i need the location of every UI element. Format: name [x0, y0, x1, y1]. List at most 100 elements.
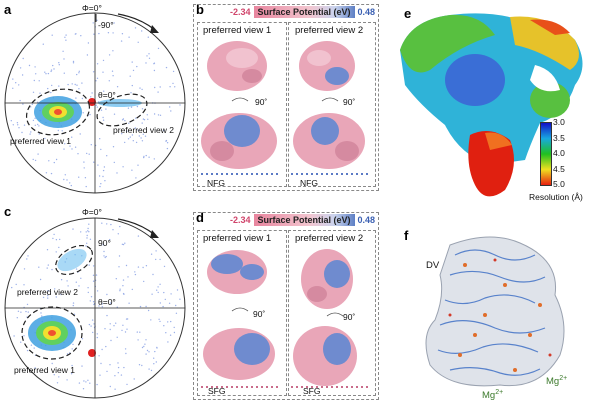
orientation-dot [72, 228, 74, 230]
panel-d-maps [201, 249, 371, 388]
orientation-dot [55, 296, 57, 298]
orientation-dot [141, 88, 143, 91]
orientation-dot [92, 71, 95, 73]
orientation-dot [153, 363, 155, 365]
orientation-dot [109, 238, 111, 241]
orientation-dot [141, 122, 143, 124]
orientation-dot [52, 64, 54, 67]
orientation-dot [86, 54, 89, 56]
orientation-dot [93, 303, 95, 306]
mg-right-sup: 2+ [559, 375, 568, 382]
orientation-dot [137, 266, 140, 268]
orientation-dot [50, 172, 53, 175]
mg-left-text: Mg [482, 390, 496, 402]
orientation-dot [120, 374, 123, 376]
orientation-dot [46, 249, 49, 251]
orientation-dot [35, 73, 37, 75]
orientation-dot [141, 30, 143, 32]
orientation-dot [105, 255, 107, 258]
sp-title: Surface Potential (eV) [253, 6, 355, 18]
orientation-dot [122, 118, 125, 120]
orientation-dot [58, 376, 60, 378]
orientation-dot [79, 133, 81, 135]
orientation-dot [66, 379, 68, 381]
orientation-dot [140, 137, 142, 139]
orientation-dot [72, 302, 75, 304]
orientation-dot [101, 348, 103, 351]
orientation-dot [122, 166, 124, 168]
orientation-dot [34, 66, 36, 68]
orientation-dot [135, 177, 137, 179]
tick-4-0: 4.0 [553, 148, 565, 158]
orientation-dot [98, 355, 100, 357]
orientation-dot [87, 227, 89, 230]
orientation-dot [145, 305, 147, 308]
orientation-dot [90, 325, 92, 327]
orientation-dot [145, 265, 148, 267]
orientation-dot [45, 172, 48, 174]
view2-frame-b [288, 22, 376, 187]
orientation-dot [109, 364, 111, 366]
orientation-dot [32, 91, 35, 94]
view1-frame-b [197, 22, 287, 187]
orientation-dot [155, 361, 157, 363]
orientation-dot [30, 131, 32, 133]
preferred-view-1-label: preferred view 1 [10, 136, 71, 146]
orientation-dot [142, 118, 145, 120]
orientation-dot [47, 87, 49, 90]
orientation-dot [124, 348, 127, 350]
orientation-dot [127, 276, 129, 278]
panel-b-frame [193, 4, 379, 191]
orientation-dot [154, 86, 156, 89]
orientation-dot [78, 70, 81, 73]
sfg2: SFG [303, 386, 321, 396]
orientation-dot [75, 268, 78, 270]
orientation-dot [102, 175, 104, 178]
view2-title-d: preferred view 2 [295, 233, 364, 244]
theta-label: θ=0° [98, 90, 116, 100]
orientation-dot [63, 148, 65, 150]
orientation-dot [88, 153, 90, 155]
orientation-dot [119, 290, 121, 292]
orientation-dot [30, 106, 32, 108]
orientation-dot [104, 328, 106, 330]
orientation-dot [74, 83, 76, 86]
panel-b-maps [201, 41, 371, 175]
orientation-dot [80, 35, 82, 37]
orientation-dot [18, 127, 20, 129]
orientation-dot [85, 185, 87, 188]
orientation-dot [100, 109, 103, 111]
orientation-dot [84, 177, 87, 179]
orientation-dot [96, 383, 98, 386]
preferred-view-1-label-c: preferred view 1 [14, 365, 75, 375]
orientation-dot [129, 136, 131, 138]
orientation-dot [105, 345, 107, 348]
orientation-dot [15, 82, 17, 84]
orientation-dot [91, 319, 94, 321]
orientation-dot [23, 335, 25, 337]
orientation-dot [96, 19, 98, 21]
orientation-dot [102, 59, 105, 62]
orientation-dot [163, 291, 165, 294]
orientation-dot [159, 283, 161, 285]
orientation-dot [86, 242, 88, 244]
sp-min: -2.34 [230, 7, 251, 17]
orientation-dot [62, 50, 64, 52]
orientation-dot [37, 153, 39, 155]
orientation-dot [92, 301, 95, 303]
orientation-dot [127, 138, 130, 140]
panel-d-label: d [196, 210, 204, 225]
orientation-dot [169, 86, 171, 88]
orientation-dot [125, 352, 127, 355]
orientation-dot [82, 388, 85, 390]
orientation-dot [19, 67, 22, 69]
orientation-dot [77, 153, 79, 155]
panel-c-label: c [4, 204, 12, 219]
orientation-dot [103, 90, 105, 92]
orientation-dot [16, 317, 18, 319]
orientation-dot [87, 42, 90, 44]
orientation-dot [95, 104, 98, 106]
orientation-dot [145, 339, 147, 341]
orientation-dot [23, 284, 25, 286]
orientation-dot [122, 285, 124, 287]
